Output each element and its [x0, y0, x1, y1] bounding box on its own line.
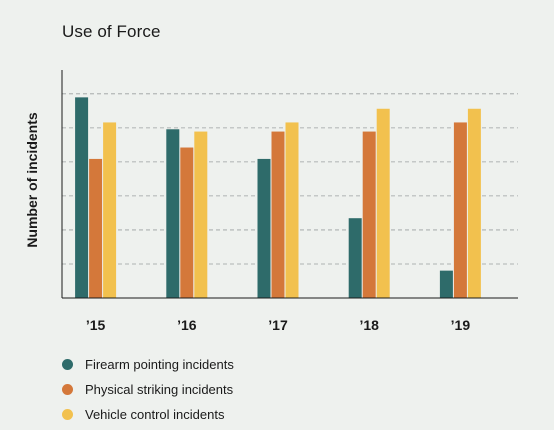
bar-vehicle-0 [103, 122, 116, 298]
bar-physical-2 [272, 132, 285, 298]
bar-firearm-2 [258, 159, 271, 298]
legend-swatch-vehicle [62, 409, 73, 420]
legend-swatch-physical [62, 384, 73, 395]
bar-vehicle-1 [194, 132, 207, 298]
x-tick-label: ’15 [86, 317, 106, 333]
bar-firearm-3 [349, 218, 362, 298]
bar-firearm-1 [166, 129, 179, 298]
legend-item-vehicle: Vehicle control incidents [62, 402, 234, 427]
bar-physical-3 [363, 132, 376, 298]
legend-label-firearm: Firearm pointing incidents [85, 357, 234, 372]
bar-firearm-0 [75, 97, 88, 298]
bar-firearm-4 [440, 271, 453, 298]
bar-vehicle-2 [286, 122, 299, 298]
legend-label-physical: Physical striking incidents [85, 382, 233, 397]
bar-physical-1 [180, 148, 193, 298]
legend-item-firearm: Firearm pointing incidents [62, 352, 234, 377]
bar-vehicle-3 [377, 109, 390, 298]
legend: Firearm pointing incidents Physical stri… [62, 352, 234, 427]
x-tick-label: ’16 [177, 317, 197, 333]
legend-item-physical: Physical striking incidents [62, 377, 234, 402]
legend-label-vehicle: Vehicle control incidents [85, 407, 224, 422]
y-axis-label: Number of incidents [24, 112, 40, 247]
legend-swatch-firearm [62, 359, 73, 370]
x-tick-labels: ’15 ’16 ’17 ’18 ’19 [86, 317, 470, 333]
bar-physical-4 [454, 122, 467, 298]
bar-vehicle-4 [468, 109, 481, 298]
bar-physical-0 [89, 159, 102, 298]
x-tick-label: ’17 [268, 317, 288, 333]
x-tick-label: ’18 [359, 317, 379, 333]
x-tick-label: ’19 [451, 317, 471, 333]
